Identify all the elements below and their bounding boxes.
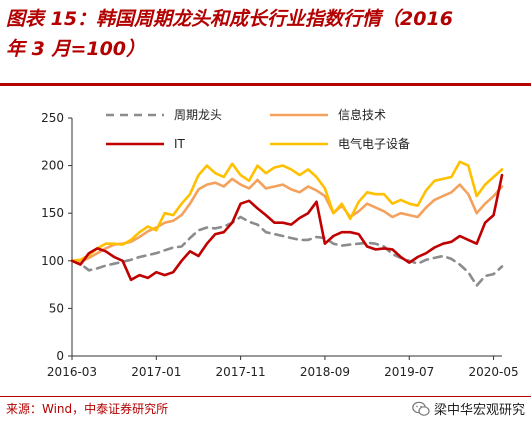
x-tick-label: 2017-01 (131, 365, 181, 379)
x-tick-label: 2016-03 (47, 365, 97, 379)
y-tick-label: 100 (41, 254, 64, 268)
chart-title: 图表 15：韩国周期龙头和成长行业指数行情（2016 年 3 月=100） (6, 4, 526, 64)
series-line-3 (70, 160, 504, 263)
y-tick-label: 150 (41, 206, 64, 220)
legend-label-0: 周期龙头 (174, 108, 222, 122)
line-chart: 0 50 100 150 200 250 2016-03 2017-01 2017-11 2018… (41, 107, 519, 379)
x-tick-label: 2017-11 (216, 365, 266, 379)
x-tick-label: 2020-05 (468, 365, 518, 379)
title-line-2: 年 3 月=100） (6, 38, 146, 60)
footer-divider (0, 396, 531, 397)
y-tick-label: 0 (56, 349, 64, 363)
source-note: 来源：Wind，中泰证券研究所 (6, 402, 169, 416)
title-divider (0, 83, 531, 86)
watermark-text: 梁中华宏观研究 (433, 403, 525, 418)
title-line-1: 图表 15：韩国周期龙头和成长行业指数行情（2016 (6, 8, 453, 30)
legend-label-1: 信息技术 (338, 107, 386, 122)
chart-axes: 0 50 100 150 200 250 2016-03 2017-01 2017-11 2018… (41, 111, 519, 379)
x-tick-label: 2019-07 (384, 365, 434, 379)
y-tick-label: 200 (41, 159, 64, 173)
series-line-1 (70, 177, 504, 264)
legend-label-2: IT (174, 137, 186, 151)
chart-legend: 周期龙头 信息技术 IT 电气电子设备 (106, 107, 410, 151)
y-tick-label: 250 (41, 111, 64, 125)
wechat-icon (412, 401, 430, 416)
legend-label-3: 电气电子设备 (338, 136, 410, 151)
watermark: 梁中华宏观研究 (412, 399, 525, 418)
x-tick-label: 2018-09 (300, 365, 350, 379)
series-line-2 (70, 173, 504, 282)
series-layer (70, 160, 504, 287)
y-tick-label: 50 (49, 301, 64, 315)
series-line-0 (70, 215, 504, 287)
